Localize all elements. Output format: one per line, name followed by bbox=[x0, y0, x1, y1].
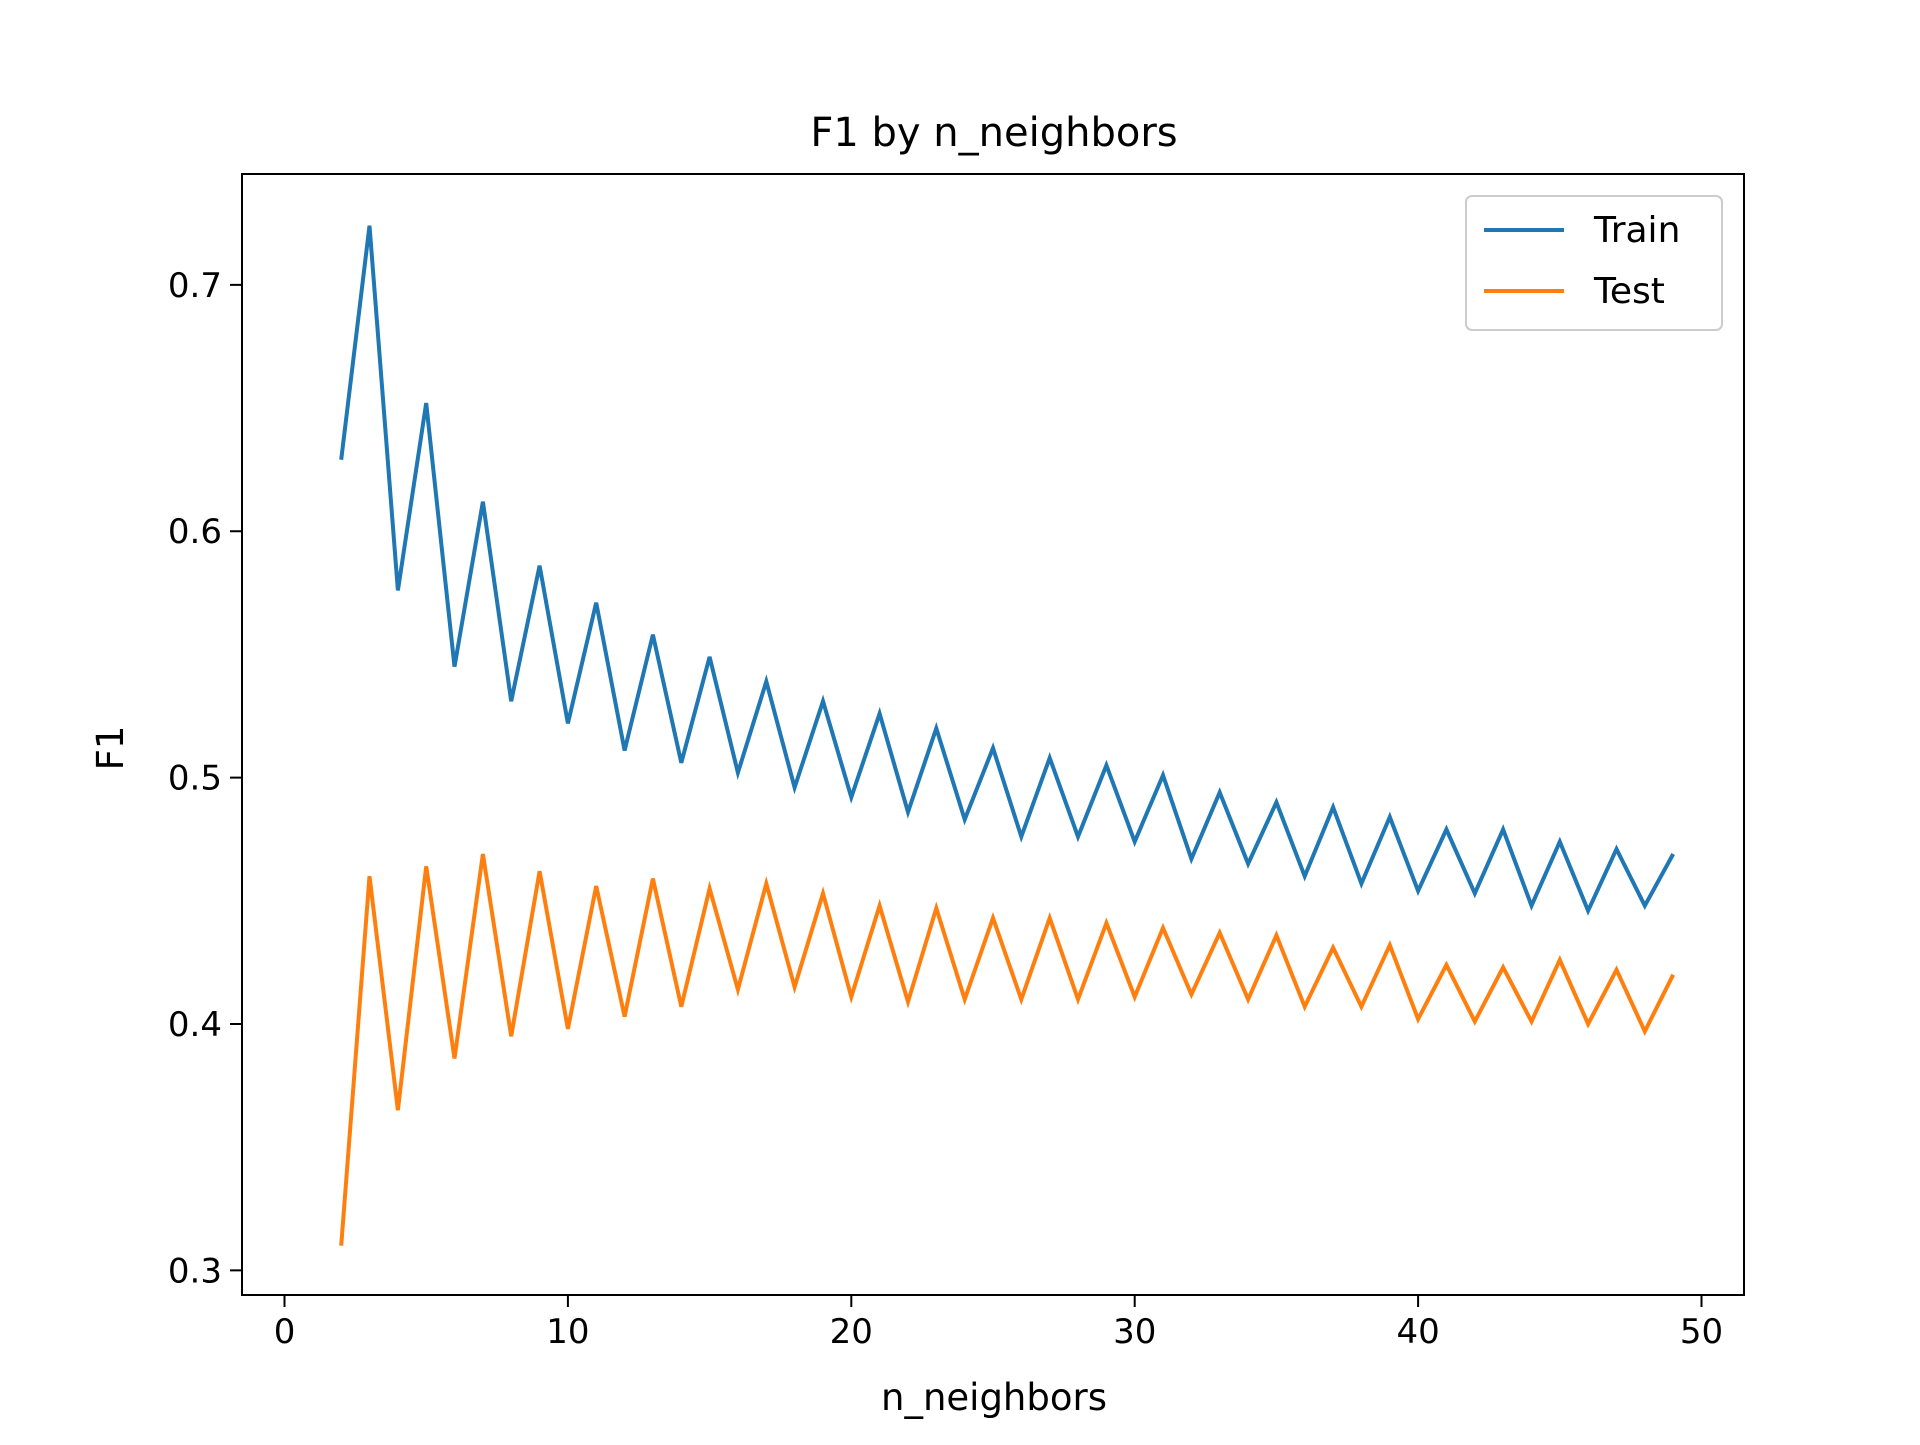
y-axis-label: F1 bbox=[89, 726, 132, 771]
x-tick-label: 10 bbox=[546, 1312, 589, 1352]
plot-frame bbox=[241, 173, 1745, 1296]
y-tick-label: 0.4 bbox=[168, 1005, 222, 1045]
legend: Train Test bbox=[1465, 195, 1723, 331]
x-tick-label: 50 bbox=[1680, 1312, 1723, 1352]
x-tick-label: 40 bbox=[1396, 1312, 1439, 1352]
axis-ticks: 0 10 20 30 40 50 0.3 0.4 0.5 0.6 0.7 bbox=[168, 266, 1723, 1352]
series-line-train bbox=[339, 225, 1675, 916]
x-tick-label: 20 bbox=[830, 1312, 873, 1352]
plot-lines bbox=[339, 225, 1675, 1246]
x-tick-label: 0 bbox=[274, 1312, 296, 1352]
legend-label-train: Train bbox=[1593, 210, 1680, 251]
series-line-test bbox=[339, 853, 1675, 1246]
legend-label-test: Test bbox=[1593, 271, 1665, 312]
y-tick-label: 0.3 bbox=[168, 1251, 222, 1291]
x-axis-label: n_neighbors bbox=[881, 1376, 1107, 1419]
x-tick-label: 30 bbox=[1113, 1312, 1156, 1352]
y-tick-label: 0.7 bbox=[168, 266, 222, 306]
y-tick-label: 0.5 bbox=[168, 759, 222, 799]
chart-title: F1 by n_neighbors bbox=[810, 110, 1177, 156]
y-tick-label: 0.6 bbox=[168, 512, 222, 552]
